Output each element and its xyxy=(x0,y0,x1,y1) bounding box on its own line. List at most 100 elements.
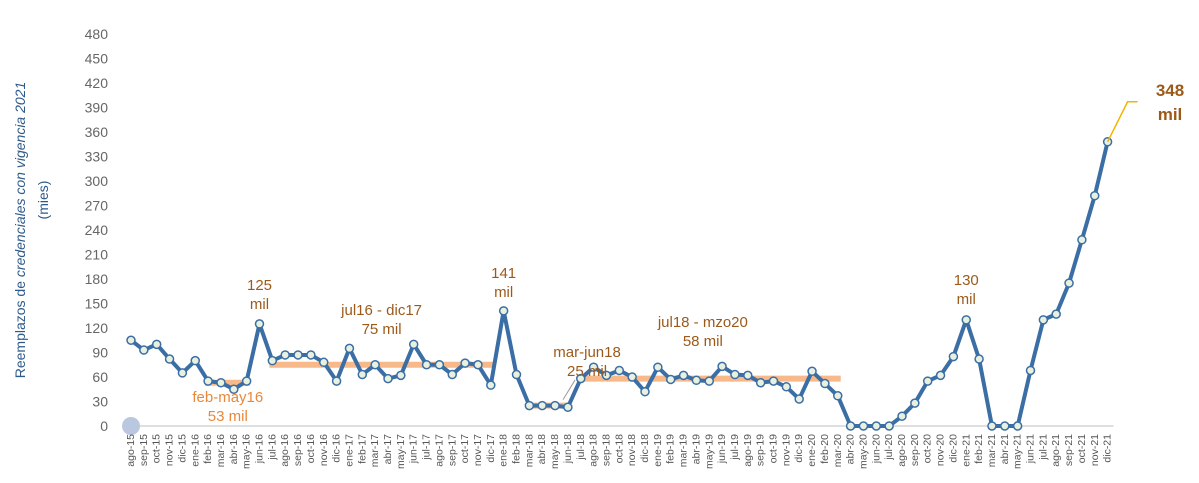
x-tick-label: ago-19 xyxy=(742,434,754,467)
data-point xyxy=(601,370,612,381)
x-tick-label: sep-20 xyxy=(909,434,921,466)
data-point xyxy=(717,361,727,372)
y-tick-label: 420 xyxy=(85,75,109,91)
data-point xyxy=(935,370,946,381)
data-point xyxy=(1025,365,1036,376)
y-axis-title-part-italic: credenciales con vigencia 2021 xyxy=(12,82,28,277)
x-axis-ticks: ago-15 sep-15 oct-15 nov-15 dic-15 ene-16 feb-… xyxy=(125,434,1114,469)
data-point xyxy=(357,369,368,380)
final-value-line: mil xyxy=(1158,105,1183,124)
annotation-line: mil xyxy=(957,291,976,308)
data-point xyxy=(203,376,213,386)
x-tick-label: may-18 xyxy=(549,434,561,469)
x-tick-label: mar-17 xyxy=(369,434,381,467)
x-tick-label: jun-16 xyxy=(254,434,266,464)
x-tick-label: nov-19 xyxy=(780,434,792,466)
x-tick-label: abr-17 xyxy=(382,434,394,465)
x-tick-label: may-20 xyxy=(857,434,869,469)
data-point xyxy=(871,421,882,431)
y-tick-label: 150 xyxy=(85,296,109,312)
data-point xyxy=(614,365,625,376)
y-tick-label: 120 xyxy=(85,320,109,336)
data-point xyxy=(922,376,933,386)
x-axis xyxy=(122,417,1114,435)
data-point xyxy=(537,400,547,411)
data-point xyxy=(576,373,586,384)
data-point xyxy=(267,355,278,366)
x-tick-label: jul-17 xyxy=(421,434,433,461)
x-tick-label: may-16 xyxy=(241,434,253,469)
annotation-line: 141 xyxy=(491,265,516,282)
x-tick-label: jun-19 xyxy=(716,434,728,464)
x-tick-label: abr-21 xyxy=(999,434,1011,465)
data-point xyxy=(254,319,265,329)
data-point xyxy=(151,339,162,350)
annotation-leader xyxy=(562,379,576,400)
x-tick-label: mar-16 xyxy=(215,434,227,467)
data-point xyxy=(524,400,535,411)
x-tick-label: ago-18 xyxy=(588,434,600,467)
y-tick-label: 330 xyxy=(85,149,109,165)
y-tick-label: 180 xyxy=(85,271,109,287)
annotation-line: jul18 - mzo20 xyxy=(657,314,748,331)
x-tick-label: nov-17 xyxy=(472,434,484,466)
data-point xyxy=(306,350,316,360)
annotation-label: 130 mil xyxy=(954,272,979,308)
data-point xyxy=(190,355,200,366)
data-point xyxy=(704,376,714,386)
x-tick-label: ene-17 xyxy=(343,434,355,467)
x-tick-label: abr-19 xyxy=(690,434,702,465)
data-point xyxy=(858,421,869,431)
x-tick-label: feb-16 xyxy=(202,434,214,464)
x-tick-label: nov-18 xyxy=(626,434,638,466)
data-point xyxy=(1064,278,1074,288)
annotation-line: 130 xyxy=(954,272,979,289)
x-tick-label: oct-17 xyxy=(459,434,471,463)
data-point xyxy=(627,372,637,382)
data-point xyxy=(331,376,342,386)
x-tick-label: dic-21 xyxy=(1102,434,1114,463)
data-point xyxy=(743,370,753,381)
x-tick-label: ago-17 xyxy=(433,434,445,467)
x-tick-label: jul-21 xyxy=(1037,434,1049,461)
x-tick-label: ago-15 xyxy=(125,434,137,467)
x-tick-label: dic-20 xyxy=(947,434,959,463)
data-point xyxy=(755,377,766,388)
x-tick-label: may-21 xyxy=(1012,434,1024,469)
x-tick-label: sep-15 xyxy=(138,434,150,466)
x-tick-label: abr-16 xyxy=(228,434,240,465)
data-point xyxy=(486,380,496,390)
x-tick-label: ene-20 xyxy=(806,434,818,467)
x-tick-label: jul-16 xyxy=(266,434,278,461)
x-tick-label: mar-20 xyxy=(832,434,844,467)
data-point xyxy=(139,345,149,355)
data-point xyxy=(164,354,175,364)
data-point xyxy=(781,382,792,392)
data-point xyxy=(691,375,702,386)
annotation-line: mil xyxy=(494,284,513,301)
y-axis-units: (mies) xyxy=(35,181,51,220)
y-axis-title: Reemplazos de credenciales con vigencia … xyxy=(12,82,51,379)
data-point xyxy=(511,369,522,380)
x-tick-label: feb-18 xyxy=(511,434,523,464)
y-axis-ticks: 0 30 60 90 120 150 180 210 240 270 300 330 360 390 420… xyxy=(85,26,109,434)
annotation-label: feb-may16 53 mil xyxy=(192,389,263,425)
data-point xyxy=(833,391,843,401)
x-tick-label: ago-21 xyxy=(1050,434,1062,467)
origin-marker xyxy=(122,417,140,435)
annotation-label: jul18 - mzo20 58 mil xyxy=(657,314,748,350)
x-tick-label: jun-17 xyxy=(408,434,420,464)
x-tick-label: dic-17 xyxy=(485,434,497,463)
y-tick-label: 450 xyxy=(85,51,109,67)
x-tick-label: feb-21 xyxy=(973,434,985,464)
x-tick-label: mar-19 xyxy=(678,434,690,467)
x-tick-label: jun-18 xyxy=(562,434,574,464)
x-tick-label: dic-15 xyxy=(176,434,188,463)
annotation-line: 75 mil xyxy=(362,321,402,338)
data-point xyxy=(498,306,509,316)
x-tick-label: feb-19 xyxy=(665,434,677,464)
data-point xyxy=(241,376,252,386)
x-tick-label: ago-16 xyxy=(279,434,291,467)
x-tick-label: jul-19 xyxy=(729,434,741,461)
annotation-line: 53 mil xyxy=(208,408,248,425)
